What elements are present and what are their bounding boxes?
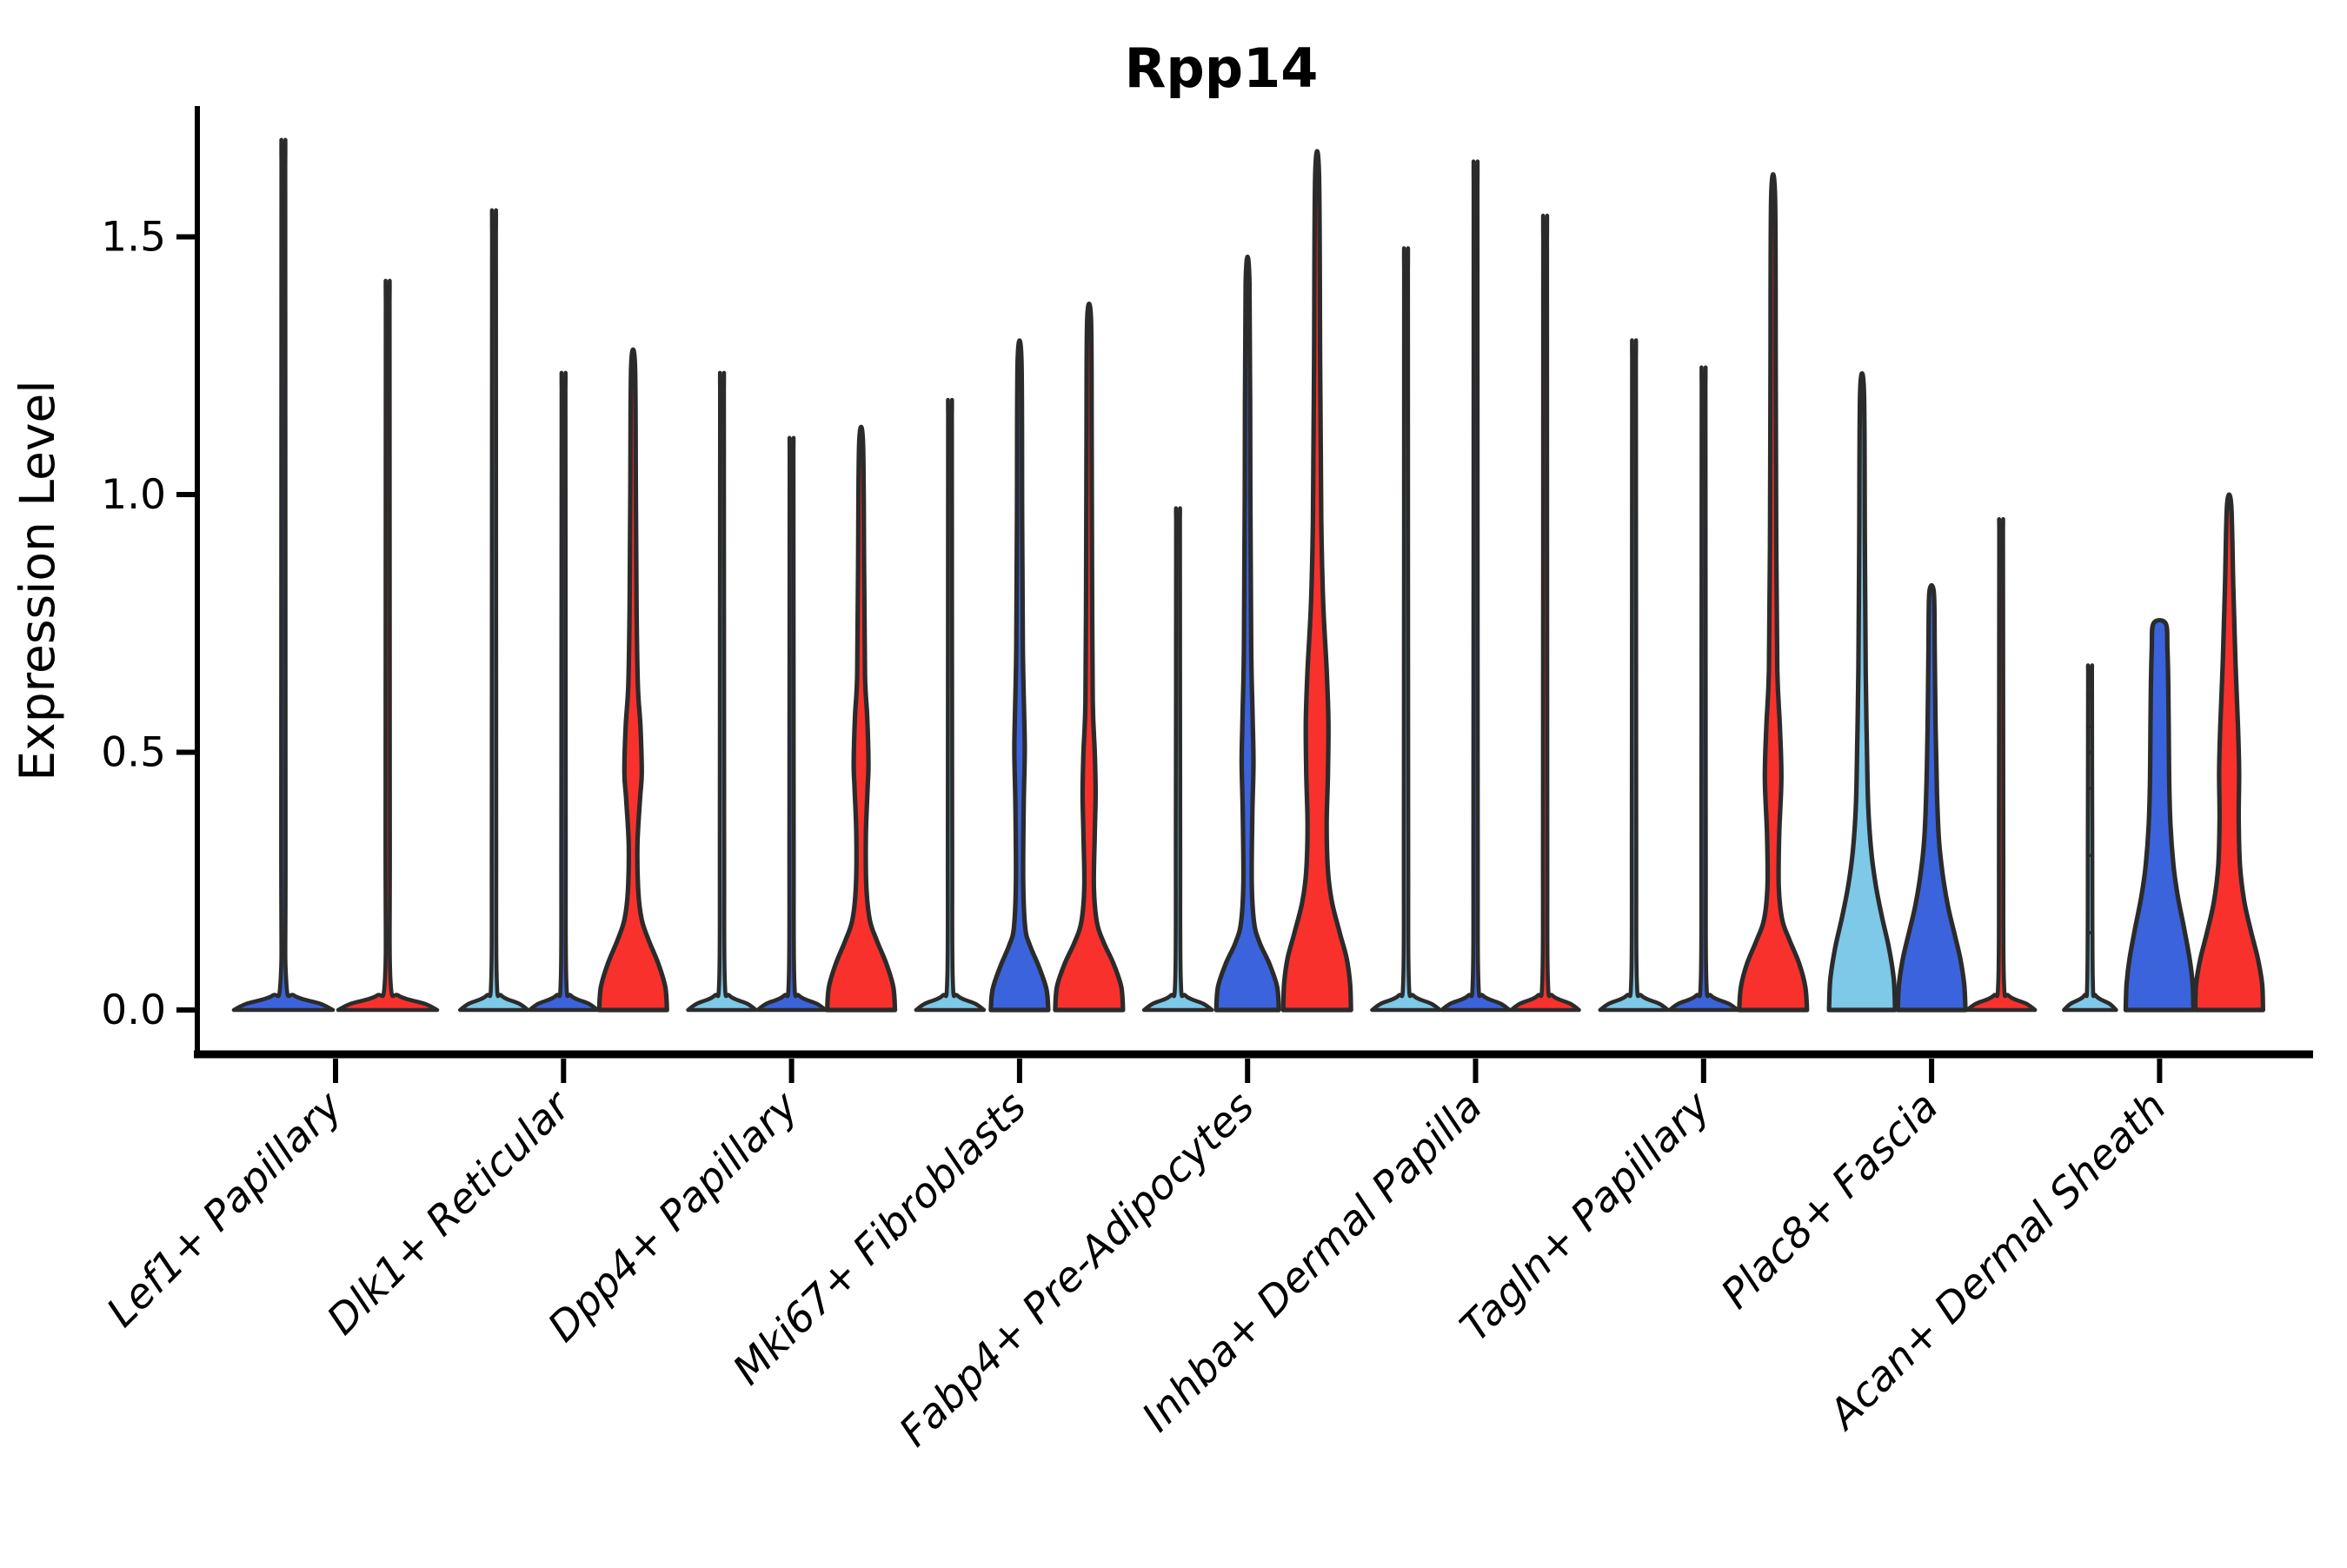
y-axis-label: Expression Level (10, 380, 65, 781)
y-tick-label: 1.0 (101, 471, 166, 519)
violin-6-2 (1439, 159, 1512, 1013)
violin-4-2 (988, 338, 1051, 1013)
chart-title: Rpp14 (1125, 37, 1319, 100)
x-tick-label: Tagln+ Papillary (1452, 1082, 1721, 1352)
violin-data-point (2085, 668, 2094, 672)
violin-data-point (2085, 931, 2094, 934)
violin-5-1 (1141, 506, 1214, 1013)
x-tick-label: Lef1+ Papillary (97, 1082, 352, 1337)
violin-7-2 (1667, 365, 1740, 1013)
violin-7-1 (1598, 338, 1671, 1013)
violin-8-2 (1895, 582, 1968, 1013)
violin-9-1 (2062, 663, 2118, 1013)
violin-data-point (2085, 694, 2094, 698)
violin-2-2 (528, 370, 600, 1013)
x-tick-label: Plac8+ Fascia (1712, 1083, 1948, 1319)
violin-data-point (2085, 681, 2094, 685)
violin-1-1 (231, 137, 336, 1013)
violin-data-point (2085, 787, 2094, 790)
violin-data-point (2085, 725, 2094, 728)
x-tick-label: Dpp4+ Papillary (539, 1082, 808, 1352)
violins-layer (231, 137, 2265, 1013)
y-tick-label: 0.5 (101, 729, 166, 777)
violin-4-3 (1053, 302, 1126, 1013)
x-tick-label: Dlk1+ Reticular (318, 1081, 582, 1345)
violin-8-1 (1826, 371, 1898, 1013)
violin-5-3 (1280, 149, 1353, 1013)
violin-9-3 (2192, 492, 2265, 1013)
violin-2-3 (596, 347, 669, 1013)
violin-6-3 (1509, 213, 1581, 1013)
y-tick-label: 0.0 (101, 987, 166, 1034)
violin-2-1 (458, 208, 530, 1013)
y-tick-label: 1.5 (101, 214, 166, 262)
violin-5-2 (1213, 254, 1281, 1013)
violin-3-1 (686, 370, 758, 1013)
violin-8-3 (1965, 517, 2038, 1013)
violin-4-1 (914, 397, 987, 1013)
violin-data-point (2085, 750, 2094, 754)
violin-6-1 (1370, 246, 1442, 1013)
violin-1-2 (336, 278, 440, 1013)
violin-3-3 (825, 424, 898, 1013)
violin-7-3 (1737, 172, 1810, 1013)
violin-data-point (2085, 854, 2094, 857)
violin-3-2 (755, 435, 828, 1013)
violin-9-2 (2123, 617, 2196, 1013)
